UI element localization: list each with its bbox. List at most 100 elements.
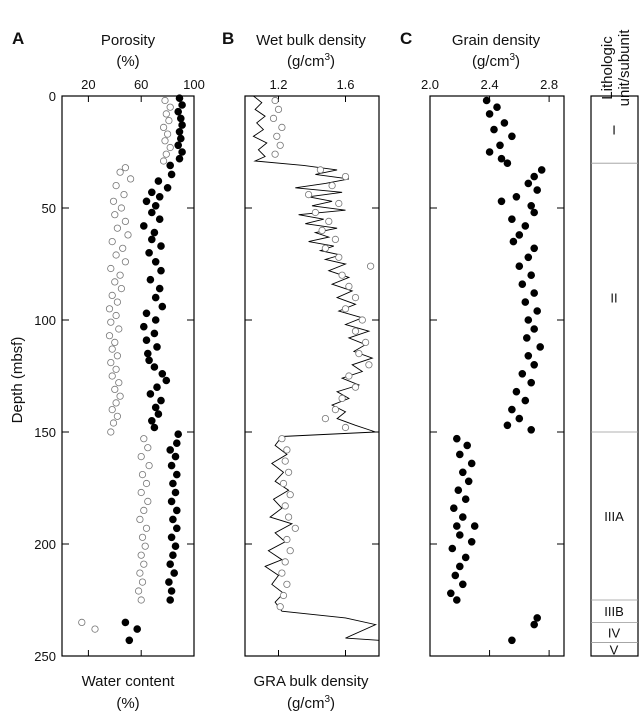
- panel-c-filled-point: [515, 231, 524, 239]
- panel-b-open-point: [283, 580, 291, 588]
- panel-a-filled-point: [175, 128, 184, 136]
- panel-b-open-point: [279, 479, 288, 488]
- panel-a-open-point: [138, 470, 147, 479]
- panel-a-open-point: [138, 533, 147, 541]
- panel-a-open-point: [124, 231, 132, 239]
- panel-b-open-point: [321, 244, 329, 252]
- panel-c-filled-point: [485, 148, 494, 156]
- panel-c-filled-point: [524, 253, 533, 262]
- panel-a-filled-point: [151, 202, 160, 210]
- panel-c-filled-point: [512, 193, 521, 201]
- panel-b-open-point: [351, 327, 360, 335]
- panel-a-open-point: [140, 560, 148, 568]
- panel-c-filled-point: [530, 208, 538, 217]
- panel-a-open-point: [162, 110, 170, 118]
- panel-c-filled-point: [527, 202, 535, 210]
- panel-a-filled-point: [155, 193, 164, 201]
- panel-b-open-point: [283, 535, 291, 544]
- panel-a-filled-point: [140, 222, 148, 230]
- panel-a-filled-point: [145, 356, 153, 365]
- panel-b-bottom-unit-end: ): [330, 695, 335, 712]
- panel-a-filled-point: [167, 587, 176, 595]
- panel-a-filled-point: [173, 470, 181, 479]
- panel-a-filled-point: [169, 479, 177, 488]
- panel-c-marks: [446, 96, 546, 645]
- panel-a-open-point: [136, 569, 144, 577]
- panel-a-filled-point: [166, 446, 175, 454]
- panel-c-filled-point: [452, 596, 461, 604]
- panel-a-filled-point: [167, 497, 176, 506]
- panel-c-filled-point: [530, 244, 538, 253]
- panel-c-filled-point: [455, 450, 464, 459]
- panel-c-ticks: 2.0 2.4 2.8: [421, 77, 564, 657]
- panel-c-filled-point: [512, 387, 521, 396]
- panel-c-filled-point: [515, 262, 524, 271]
- panel-a-filled-point: [157, 396, 165, 405]
- panel-a-filled-point: [171, 542, 180, 550]
- panel-letter-b: B: [222, 29, 234, 48]
- panel-a-filled-point: [169, 515, 177, 524]
- panel-a-title: Porosity: [101, 32, 156, 49]
- panel-b-open-point: [338, 271, 346, 279]
- panel-b-open-point: [318, 226, 326, 234]
- panel-a-filled-point: [150, 363, 159, 371]
- panel-a-filled-point: [177, 114, 185, 123]
- panel-b-marks: [252, 95, 380, 641]
- panel-c-filled-point: [490, 125, 498, 134]
- panel-a-filled-point: [148, 208, 156, 217]
- panel-a-filled-point: [170, 569, 179, 577]
- panel-a-open-point: [111, 385, 119, 393]
- panel-b-open-point: [291, 524, 299, 532]
- panel-a-open-point: [142, 479, 151, 488]
- panel-a-filled-point: [173, 506, 181, 515]
- panel-b-open-point: [284, 513, 293, 521]
- panel-a-open-point: [116, 271, 124, 279]
- panel-a-filled-point: [133, 625, 142, 633]
- panel-c-filled-point: [527, 271, 535, 280]
- panel-c-filled-point: [524, 351, 533, 360]
- panel-a-x-tick-label: 100: [183, 77, 205, 92]
- panel-b-open-point: [278, 123, 286, 132]
- panel-c-filled-point: [509, 237, 518, 246]
- panel-a-open-point: [116, 168, 124, 176]
- y-tick-label: 200: [34, 537, 56, 552]
- panel-c-filled-point: [463, 441, 472, 450]
- panel-a-filled-point: [167, 461, 176, 470]
- panel-a-filled-point: [177, 134, 185, 143]
- panel-a-open-point: [160, 157, 168, 165]
- panel-a-open-point: [141, 542, 149, 550]
- panel-b-open-point: [281, 457, 289, 465]
- panel-a-open-point: [121, 217, 130, 225]
- panel-a-open-point: [136, 515, 144, 524]
- panel-a-open-point: [127, 175, 135, 183]
- panel-a-filled-point: [166, 161, 175, 170]
- panel-a-open-point: [111, 211, 119, 219]
- panel-a-open-point: [117, 284, 126, 293]
- panel-c-filled-point: [482, 96, 491, 105]
- panel-c-filled-point: [508, 636, 516, 645]
- panel-a-open-point: [109, 197, 118, 205]
- panel-b-unit-sup: 3: [324, 52, 330, 63]
- panel-b-open-point: [366, 262, 375, 270]
- panel-a-open-point: [105, 332, 114, 340]
- panel-a-open-point: [112, 311, 120, 320]
- panel-c-filled-point: [508, 405, 516, 414]
- panel-c-filled-point: [458, 468, 467, 477]
- panel-a-open-point: [164, 130, 172, 138]
- panel-letter-c: C: [400, 29, 412, 48]
- panel-a-open-point: [145, 461, 153, 470]
- panel-c-filled-point: [536, 343, 544, 351]
- panel-b-bottom-label: GRA bulk density: [253, 673, 369, 690]
- panel-a-marks: [78, 94, 186, 645]
- panel-a-open-point: [113, 352, 122, 360]
- panel-a-filled-point: [154, 177, 163, 185]
- panel-c-filled-point: [449, 504, 458, 513]
- panel-a-open-point: [107, 358, 115, 367]
- panel-c-filled-point: [497, 154, 506, 163]
- panel-a-filled-point: [173, 524, 181, 533]
- panel-a-filled-point: [167, 170, 176, 179]
- panel-c-filled-point: [521, 298, 530, 306]
- panel-b-open-point: [341, 173, 350, 181]
- panel-a-filled-point: [171, 452, 180, 461]
